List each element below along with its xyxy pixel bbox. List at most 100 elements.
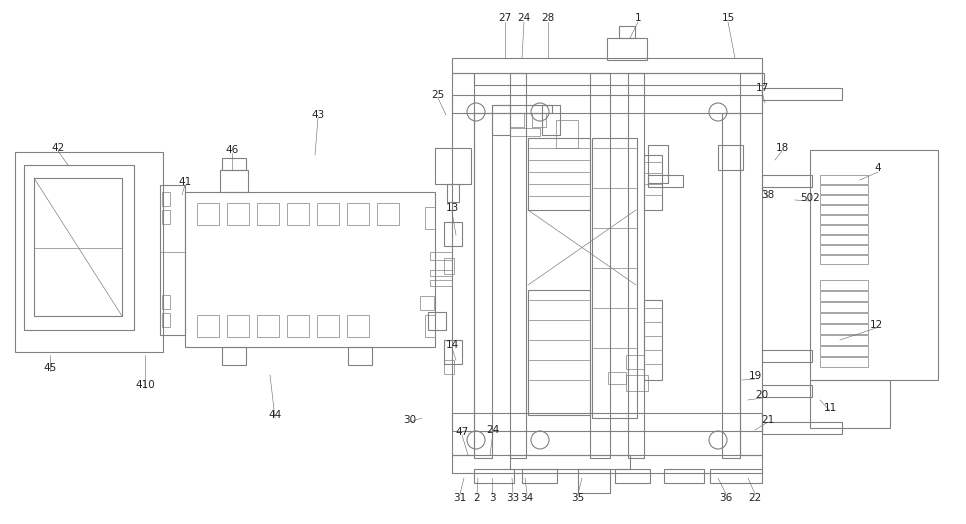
Bar [444,258,454,274]
Bar [762,385,812,397]
Bar [317,203,339,225]
Bar [222,158,246,170]
Text: 41: 41 [179,177,191,187]
Bar [347,203,369,225]
Text: 12: 12 [869,320,883,330]
Bar [452,455,762,473]
Text: 15: 15 [722,13,734,23]
Bar [648,175,683,187]
Bar [820,245,868,254]
Bar [644,155,662,210]
Bar [762,175,812,187]
Bar [317,315,339,337]
Bar [24,165,134,330]
Bar [510,73,526,458]
Text: 13: 13 [445,203,459,213]
Bar [474,469,514,483]
Bar [420,296,434,310]
Bar [257,203,279,225]
Bar [820,175,868,184]
Bar [590,73,610,458]
Bar [430,270,452,276]
Text: 35: 35 [571,493,584,503]
Text: 36: 36 [720,493,732,503]
Text: 14: 14 [445,340,459,350]
Text: 24: 24 [518,13,530,23]
Text: 502: 502 [800,193,820,203]
Bar [162,295,170,309]
Bar [425,315,435,337]
Bar [664,469,704,483]
Bar [162,210,170,224]
Text: 11: 11 [823,403,837,413]
Bar [452,73,474,455]
Bar [257,315,279,337]
Text: 33: 33 [506,493,520,503]
Bar [556,120,578,138]
Bar [810,150,938,380]
Bar [444,340,462,364]
Bar [510,128,540,136]
Bar [430,280,452,286]
Text: 1: 1 [635,13,641,23]
Bar [227,315,249,337]
Text: 44: 44 [269,410,282,420]
Bar [160,185,185,335]
Bar [592,138,637,418]
Text: 38: 38 [761,190,775,200]
Bar [820,291,868,301]
Bar [474,73,764,85]
Text: 3: 3 [489,493,496,503]
Text: 46: 46 [225,145,239,155]
Bar [447,184,459,202]
Bar [492,105,510,135]
Text: 31: 31 [453,493,467,503]
Bar [556,138,578,148]
Bar [722,113,740,458]
Bar [628,73,644,458]
Bar [578,469,610,493]
Bar [607,38,647,60]
Bar [510,113,524,127]
Bar [820,225,868,234]
Bar [762,350,812,362]
Bar [820,195,868,204]
Bar [528,138,590,210]
Text: 4: 4 [874,163,881,173]
Bar [718,145,743,170]
Bar [348,347,372,365]
Bar [762,88,842,100]
Bar [820,335,868,345]
Text: 20: 20 [755,390,769,400]
Bar [185,192,435,347]
Bar [820,255,868,264]
Text: 47: 47 [455,427,469,437]
Text: 34: 34 [521,493,533,503]
Bar [452,58,762,73]
Bar [820,235,868,244]
Bar [820,185,868,194]
Bar [15,152,163,352]
Bar [626,375,648,391]
Bar [820,324,868,334]
Bar [444,360,454,374]
Text: 17: 17 [755,83,769,93]
Text: 42: 42 [51,143,65,153]
Bar [820,302,868,312]
Text: 25: 25 [432,90,444,100]
Bar [810,380,890,428]
Text: 19: 19 [749,371,761,381]
Bar [615,469,650,483]
Bar [492,105,552,113]
Bar [528,290,590,415]
Bar [820,215,868,224]
Bar [710,469,762,483]
Bar [820,280,868,290]
Text: 21: 21 [761,415,775,425]
Text: 24: 24 [486,425,499,435]
Text: 27: 27 [498,13,512,23]
Bar [197,315,219,337]
Bar [740,73,762,455]
Bar [474,113,492,458]
Bar [644,300,662,380]
